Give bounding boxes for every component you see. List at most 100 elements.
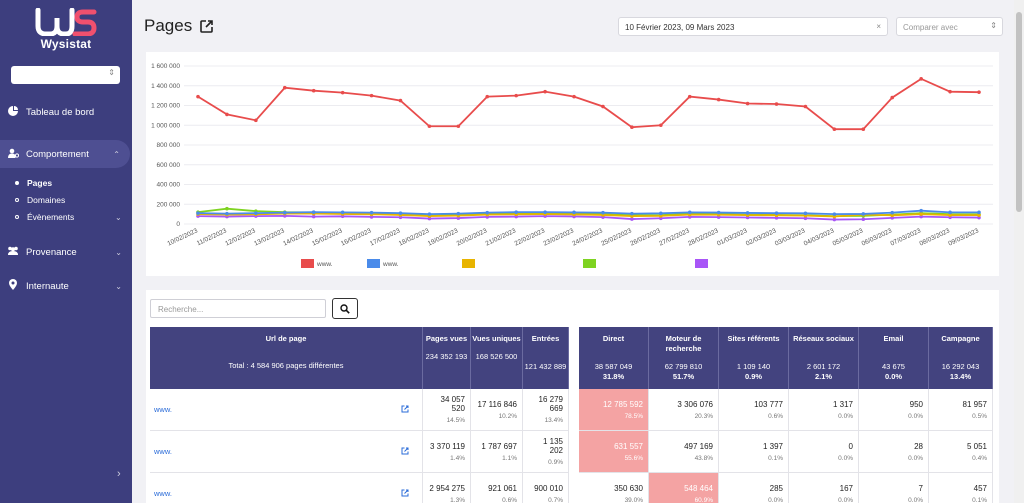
cell-pct: 1.4% (450, 454, 465, 462)
legend-label: www. (382, 261, 399, 268)
col-reseaux-sociaux[interactable]: Réseaux sociaux 2 601 172 2.1% (789, 327, 859, 389)
col-label: Entrées (531, 334, 560, 343)
col-entrees[interactable]: Entrées 121 432 889 (523, 327, 569, 389)
col-vues-uniques[interactable]: Vues uniques 168 526 500 (471, 327, 523, 389)
cell-value: 457 (973, 483, 987, 493)
external-link-icon[interactable] (401, 489, 409, 499)
data-point (948, 89, 952, 94)
site-select[interactable]: ⇕ (11, 66, 120, 84)
clear-icon[interactable]: × (876, 22, 881, 31)
search-button[interactable] (332, 298, 358, 319)
x-tick-label: 25/02/2023 (600, 227, 633, 247)
page-scrollbar[interactable] (1014, 0, 1024, 503)
scrollbar-thumb[interactable] (1016, 12, 1022, 212)
data-point (832, 212, 837, 216)
cell-pct: 0.0% (908, 454, 923, 462)
x-tick-label: 16/02/2023 (340, 227, 373, 247)
nav-sub-label: Évènements (27, 212, 75, 222)
col-direct[interactable]: Direct 38 587 049 31.8% (579, 327, 649, 389)
metric-cell: 921 061 0.6% (471, 473, 523, 503)
date-range-input[interactable]: 10 Février 2023, 09 Mars 2023 × (618, 17, 888, 36)
table-row: www. 3 370 119 1.4% 1 787 697 1.1% 1 135 202 0… (150, 431, 993, 473)
nav-sub-pages[interactable]: Pages (15, 178, 52, 188)
cell-pct: 1.1% (502, 454, 517, 462)
external-link-icon[interactable] (200, 19, 214, 33)
metric-cell: 950 0.0% (859, 389, 929, 431)
y-tick-label: 200 000 (157, 201, 181, 208)
nav-sub-evenements[interactable]: Évènements ⌄ (15, 212, 127, 222)
cell-pct: 0.9% (548, 459, 563, 466)
nav-sub-domaines[interactable]: Domaines (15, 195, 65, 205)
data-point (456, 124, 461, 129)
cell-pct: 10.2% (498, 412, 517, 420)
col-sites-referents[interactable]: Sites référents 1 109 140 0.9% (719, 327, 789, 389)
y-tick-label: 600 000 (157, 162, 181, 169)
metric-cell: 3 306 076 20.3% (649, 389, 719, 431)
cell-value: 1 135 202 (542, 437, 563, 455)
nav-tableau-de-bord[interactable]: Tableau de bord (0, 98, 132, 126)
x-tick-label: 28/02/2023 (687, 227, 720, 247)
cell-value: 16 279 669 (538, 395, 563, 413)
cell-value: 103 777 (754, 399, 783, 409)
col-campagne[interactable]: Campagne 16 292 043 13.4% (929, 327, 993, 389)
legend-swatch (695, 259, 708, 268)
col-pct: 13.4% (949, 372, 972, 381)
metric-cell: 3 370 119 1.4% (423, 431, 471, 473)
data-point (254, 211, 258, 215)
search-input[interactable]: Recherche... (150, 299, 326, 318)
data-point (485, 94, 490, 99)
cell-pct: 43.8% (694, 454, 713, 462)
data-point (543, 89, 547, 94)
data-point (832, 127, 837, 131)
bullet-icon (15, 215, 19, 219)
x-tick-label: 03/03/2023 (774, 227, 807, 247)
external-link-icon[interactable] (401, 405, 409, 415)
col-moteur[interactable]: Moteur de recherche 62 799 810 51.7% (649, 327, 719, 389)
cell-pct: 0.1% (768, 454, 783, 462)
data-point (311, 88, 316, 93)
collapse-sidebar-icon[interactable]: › (117, 468, 121, 480)
cell-value: 1 397 (762, 441, 783, 451)
cell-value: 900 010 (534, 483, 563, 493)
cell-pct: 0.0% (768, 496, 783, 503)
col-pages-vues[interactable]: Pages vues 234 352 193 (423, 327, 471, 389)
cell-value: 12 785 592 (602, 399, 643, 409)
page-url-link[interactable]: www. (154, 404, 172, 414)
table-gap (569, 473, 579, 503)
data-point (514, 93, 518, 98)
nav-provenance[interactable]: Provenance ⌄ (0, 238, 132, 266)
data-point (427, 216, 432, 221)
x-tick-label: 05/03/2023 (832, 227, 865, 247)
y-tick-label: 1 000 000 (151, 122, 180, 129)
table-row: www. 34 057 520 14.5% 17 116 846 10.2% 16 279… (150, 389, 993, 431)
pages-chart: 1 600 000 1 400 000 1 200 000 1 000 000 800 … (146, 52, 999, 276)
page-url-link[interactable]: www. (154, 488, 172, 498)
data-point (919, 208, 923, 213)
nav-comportement[interactable]: Comportement ⌃ (0, 140, 130, 168)
cell-value: 17 116 846 (477, 399, 517, 409)
x-tick-label: 15/02/2023 (311, 227, 344, 247)
col-url[interactable]: Url de page Total : 4 584 906 pages diff… (150, 327, 423, 389)
cell-value: 167 (839, 483, 853, 493)
external-link-icon[interactable] (401, 447, 409, 457)
page-url-link[interactable]: www. (154, 446, 172, 456)
compare-select[interactable]: Comparer avec ⇕ (896, 17, 1003, 36)
col-email[interactable]: Email 43 675 0.0% (859, 327, 929, 389)
data-point (977, 215, 981, 220)
metric-cell: 548 464 60.9% (649, 473, 719, 503)
cell-pct: 39.0% (624, 496, 643, 503)
col-pct: 51.7% (672, 372, 695, 381)
data-point (687, 210, 692, 215)
logo[interactable]: Wysistat (0, 8, 132, 51)
col-label: Sites référents (727, 334, 780, 343)
x-tick-label: 18/02/2023 (398, 227, 431, 247)
data-point (919, 214, 923, 219)
data-point (456, 216, 461, 220)
metric-cell: 0 0.0% (789, 431, 859, 473)
data-point (369, 210, 374, 215)
data-point (340, 90, 345, 95)
metric-cell: 1 787 697 1.1% (471, 431, 523, 473)
nav-internaute[interactable]: Internaute ⌄ (0, 272, 132, 300)
metric-cell: 1 317 0.0% (789, 389, 859, 431)
nav-label: Provenance (26, 246, 77, 258)
